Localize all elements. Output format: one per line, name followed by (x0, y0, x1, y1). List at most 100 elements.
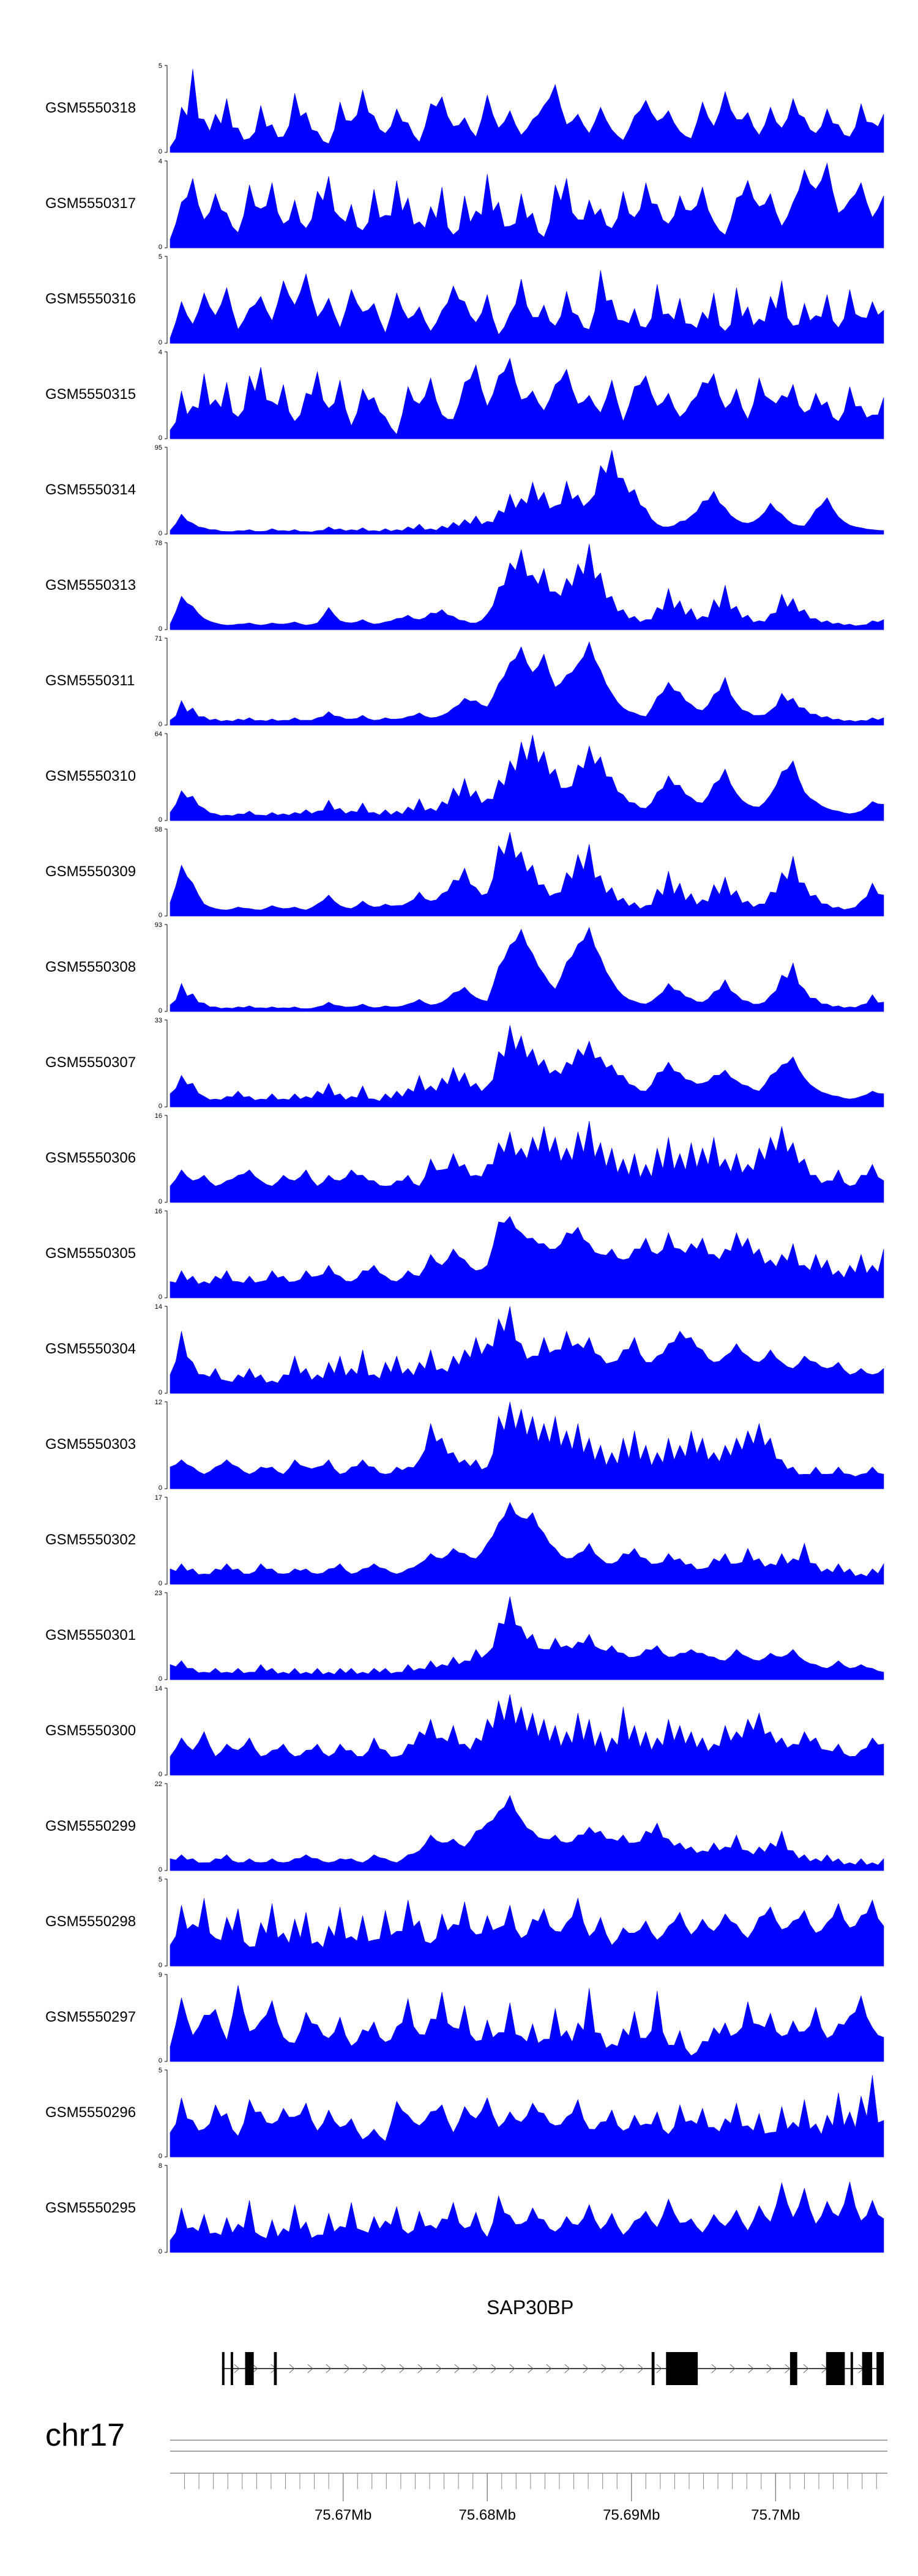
track-GSM5550296: 50 (159, 2067, 884, 2160)
track-GSM5550315: 40 (159, 349, 884, 442)
y-tick-label-max: 93 (155, 921, 162, 929)
track-GSM5550306: 16 0 (155, 1112, 884, 1205)
track-GSM5550297: 90 (159, 1971, 884, 2064)
y-tick-label-max: 8 (159, 2162, 162, 2170)
strand-arrow (491, 2364, 497, 2373)
y-tick-label-max: 14 (155, 1303, 162, 1311)
y-tick-label-max: 12 (155, 1399, 162, 1406)
strand-arrow (252, 2364, 258, 2373)
signal-area (170, 1216, 884, 1298)
signal-area (170, 162, 884, 248)
strand-arrow (528, 2364, 534, 2373)
y-tick-label-zero: 0 (159, 530, 162, 537)
signal-area (170, 357, 884, 439)
track-GSM5550309: 58 0 (155, 826, 884, 919)
signal-area (170, 543, 884, 630)
strand-arrow (381, 2364, 387, 2373)
y-tick-label-max: 5 (159, 62, 162, 70)
signal-area (170, 1120, 884, 1203)
y-tick-label-zero: 0 (159, 2057, 162, 2064)
gene-name-label: SAP30BP (487, 2296, 574, 2318)
strand-arrow (785, 2364, 791, 2373)
signal-area (170, 1306, 884, 1394)
y-tick-label-zero: 0 (159, 244, 162, 251)
strand-arrow (564, 2364, 570, 2373)
y-tick-label-zero: 0 (159, 2248, 162, 2255)
track-GSM5550305: 16 0 (155, 1208, 884, 1301)
axis-tick-label: 75.67Mb (315, 2507, 371, 2523)
exon (666, 2352, 698, 2385)
y-tick-label-max: 78 (155, 540, 162, 547)
signal-area (170, 1025, 884, 1107)
strand-arrow (472, 2364, 479, 2373)
y-tick-label-zero: 0 (159, 339, 162, 346)
exon (850, 2352, 853, 2385)
exon (245, 2352, 254, 2385)
y-tick-label-max: 14 (155, 1685, 162, 1692)
track-GSM5550300: 14 0 (155, 1685, 884, 1778)
strand-arrow (766, 2364, 772, 2373)
strand-arrow (417, 2364, 424, 2373)
strand-arrow (711, 2364, 717, 2373)
strand-arrow (638, 2364, 644, 2373)
y-tick-label-zero: 0 (159, 912, 162, 919)
y-tick-label-max: 23 (155, 1590, 162, 1597)
track-GSM5550302: 17 0 (155, 1494, 884, 1587)
y-tick-label-zero: 0 (159, 1771, 162, 1778)
y-tick-label-zero: 0 (159, 2153, 162, 2160)
strand-arrow (730, 2364, 736, 2373)
exon (651, 2352, 655, 2385)
y-tick-label-max: 58 (155, 826, 162, 833)
y-tick-label-max: 64 (155, 731, 162, 738)
strand-arrow (399, 2364, 405, 2373)
exon (862, 2352, 873, 2385)
strand-arrow (546, 2364, 552, 2373)
track-GSM5550311: 71 0 (155, 635, 884, 728)
axis-tick-label: 75.69Mb (603, 2507, 660, 2523)
strand-arrow (436, 2364, 442, 2373)
y-tick-label-zero: 0 (159, 1580, 162, 1587)
strand-arrow (362, 2364, 368, 2373)
y-tick-label-max: 5 (159, 1876, 162, 1883)
signal-area (170, 2181, 884, 2253)
strand-arrow (803, 2364, 809, 2373)
track-GSM5550303: 12 0 (155, 1399, 884, 1492)
track-GSM5550308: 93 0 (155, 921, 884, 1014)
y-tick-label-zero: 0 (159, 721, 162, 728)
strand-arrow (601, 2364, 607, 2373)
strand-arrow (656, 2364, 662, 2373)
y-tick-label-max: 17 (155, 1494, 162, 1502)
y-tick-label-zero: 0 (159, 1962, 162, 1969)
track-GSM5550310: 64 0 (155, 731, 884, 824)
signal-area (170, 2075, 884, 2157)
y-tick-label-zero: 0 (159, 1103, 162, 1110)
y-tick-label-zero: 0 (159, 1484, 162, 1492)
strand-arrow (289, 2364, 295, 2373)
genome-axis: 75.67Mb 75.68Mb 75.69Mb 75.7Mb (170, 2473, 887, 2523)
gene-model (222, 2352, 884, 2385)
y-tick-label-max: 16 (155, 1208, 162, 1215)
track-GSM5550295: 80 (159, 2162, 884, 2255)
signal-area (170, 1985, 884, 2062)
y-tick-label-zero: 0 (159, 1294, 162, 1301)
strand-arrow (454, 2364, 460, 2373)
exon (230, 2352, 233, 2385)
track-GSM5550301: 23 0 (155, 1590, 884, 1683)
signal-area (170, 270, 884, 344)
track-GSM5550299: 22 0 (155, 1781, 884, 1874)
y-tick-label-max: 71 (155, 635, 162, 642)
strand-arrow (234, 2364, 240, 2373)
y-tick-label-max: 4 (159, 349, 162, 356)
track-GSM5550318: 50 (159, 62, 884, 155)
exon (876, 2352, 884, 2385)
track-GSM5550307: 33 0 (155, 1017, 884, 1110)
y-tick-label-max: 22 (155, 1781, 162, 1788)
y-tick-label-max: 5 (159, 2067, 162, 2074)
signal-area (170, 1596, 884, 1680)
track-GSM5550316: 50 (159, 253, 884, 346)
signal-area (170, 1694, 884, 1776)
exon (826, 2352, 845, 2385)
signal-area (170, 735, 884, 821)
y-tick-label-max: 9 (159, 1971, 162, 1979)
y-tick-label-zero: 0 (159, 1198, 162, 1205)
